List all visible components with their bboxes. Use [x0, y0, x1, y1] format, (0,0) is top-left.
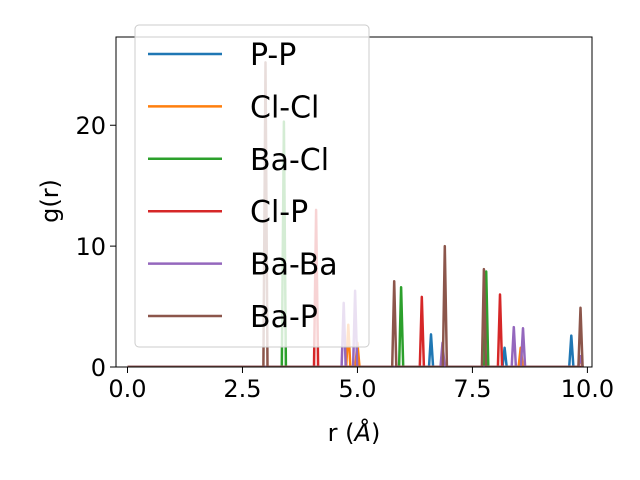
x-tick-label: 0.0 [108, 375, 146, 403]
legend-label-ba-cl: Ba-Cl [250, 143, 329, 178]
x-tick-label: 2.5 [223, 375, 261, 403]
legend-label-p-p: P-P [250, 38, 296, 73]
x-axis-label: r (Å) [328, 418, 381, 447]
legend-label-cl-p: Cl-P [250, 195, 308, 230]
y-axis-label: g(r) [36, 179, 64, 223]
y-tick-label: 0 [91, 354, 106, 382]
legend: P-P Cl-Cl Ba-Cl Cl-P Ba-Ba Ba-P [134, 24, 370, 348]
legend-label-ba-ba: Ba-Ba [250, 248, 338, 283]
legend-label-ba-p: Ba-P [250, 300, 318, 335]
x-tick-label: 5.0 [338, 375, 376, 403]
series-line-p-p [127, 333, 583, 367]
legend-box [134, 24, 370, 348]
ticks: 0.0 2.5 5.0 7.5 10.0 0 10 20 [75, 112, 614, 403]
x-tick-label: 7.5 [453, 375, 491, 403]
legend-label-cl-cl: Cl-Cl [250, 90, 319, 125]
y-tick-label: 20 [75, 112, 106, 140]
y-tick-label: 10 [75, 233, 106, 261]
x-tick-label: 10.0 [561, 375, 614, 403]
